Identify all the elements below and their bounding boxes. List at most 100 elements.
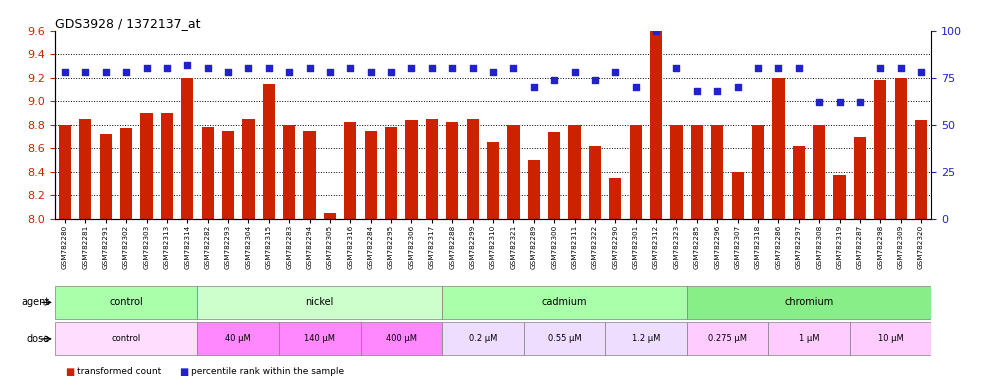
Point (587, 76, 603, 83)
Bar (279, 323, 361, 355)
Bar (834, 175, 846, 219)
Point (750, 65, 766, 71)
Point (363, 69, 378, 75)
Bar (442, 323, 524, 355)
Text: 0.55 μM: 0.55 μM (548, 334, 582, 343)
Text: 140 μM: 140 μM (304, 334, 336, 343)
Bar (55, 323, 197, 355)
Point (709, 88, 725, 94)
Text: 1.2 μM: 1.2 μM (631, 334, 660, 343)
Bar (304, 131, 316, 219)
Bar (793, 146, 805, 219)
Bar (850, 323, 931, 355)
Bar (670, 125, 682, 219)
Point (872, 65, 888, 71)
Point (608, 69, 623, 75)
Bar (197, 323, 279, 355)
Bar (548, 132, 561, 219)
Bar (222, 131, 234, 219)
Text: agent: agent (22, 297, 50, 308)
Bar (691, 125, 703, 219)
Bar (569, 125, 581, 219)
Point (730, 84, 746, 90)
Point (444, 65, 460, 71)
Text: transformed count: transformed count (77, 367, 161, 376)
Text: ■: ■ (179, 367, 188, 377)
Bar (524, 323, 606, 355)
Point (892, 65, 908, 71)
Bar (197, 286, 442, 319)
Point (98, 69, 114, 75)
Text: dose: dose (27, 334, 50, 344)
Bar (160, 113, 173, 219)
Point (648, 28, 664, 34)
Bar (140, 113, 152, 219)
Bar (345, 122, 357, 219)
Point (627, 84, 643, 90)
Bar (606, 323, 686, 355)
Bar (487, 142, 499, 219)
Bar (80, 119, 92, 219)
Bar (283, 125, 295, 219)
Bar (242, 119, 255, 219)
Bar (365, 131, 376, 219)
Point (179, 61, 195, 68)
Bar (874, 80, 886, 219)
Text: ■: ■ (65, 367, 74, 377)
Bar (446, 122, 458, 219)
Text: control: control (112, 334, 140, 343)
Bar (201, 127, 214, 219)
Bar (442, 286, 686, 319)
Text: 0.275 μM: 0.275 μM (708, 334, 747, 343)
Bar (731, 172, 744, 219)
Point (78, 69, 94, 75)
Bar (324, 213, 336, 219)
Point (771, 65, 787, 71)
Text: 1 μM: 1 μM (799, 334, 820, 343)
Point (383, 69, 399, 75)
Bar (629, 125, 641, 219)
Bar (528, 160, 540, 219)
Point (668, 65, 684, 71)
Bar (120, 128, 132, 219)
Point (424, 65, 440, 71)
Point (302, 65, 318, 71)
Point (567, 69, 583, 75)
Bar (263, 84, 275, 219)
Text: nickel: nickel (306, 297, 334, 308)
Point (261, 65, 277, 71)
Bar (181, 78, 193, 219)
Point (57, 69, 73, 75)
Text: control: control (110, 297, 143, 308)
Bar (650, 31, 662, 219)
Text: GDS3928 / 1372137_at: GDS3928 / 1372137_at (55, 17, 200, 30)
Bar (813, 125, 826, 219)
Point (791, 65, 807, 71)
Point (159, 65, 175, 71)
Bar (425, 119, 438, 219)
Bar (686, 286, 931, 319)
Point (689, 88, 705, 94)
Point (505, 65, 521, 71)
Bar (768, 323, 850, 355)
Bar (915, 120, 927, 219)
Point (526, 84, 542, 90)
Point (832, 99, 848, 105)
Point (281, 69, 297, 75)
Bar (711, 125, 723, 219)
Point (913, 69, 929, 75)
Bar (55, 286, 197, 319)
Point (322, 69, 338, 75)
Point (199, 65, 215, 71)
Point (546, 76, 562, 83)
Point (240, 65, 256, 71)
Bar (894, 78, 906, 219)
Point (119, 69, 134, 75)
Bar (610, 178, 622, 219)
Point (811, 99, 827, 105)
Bar (752, 125, 764, 219)
Point (138, 65, 154, 71)
Text: 400 μM: 400 μM (385, 334, 416, 343)
Bar (405, 120, 417, 219)
Point (403, 65, 419, 71)
